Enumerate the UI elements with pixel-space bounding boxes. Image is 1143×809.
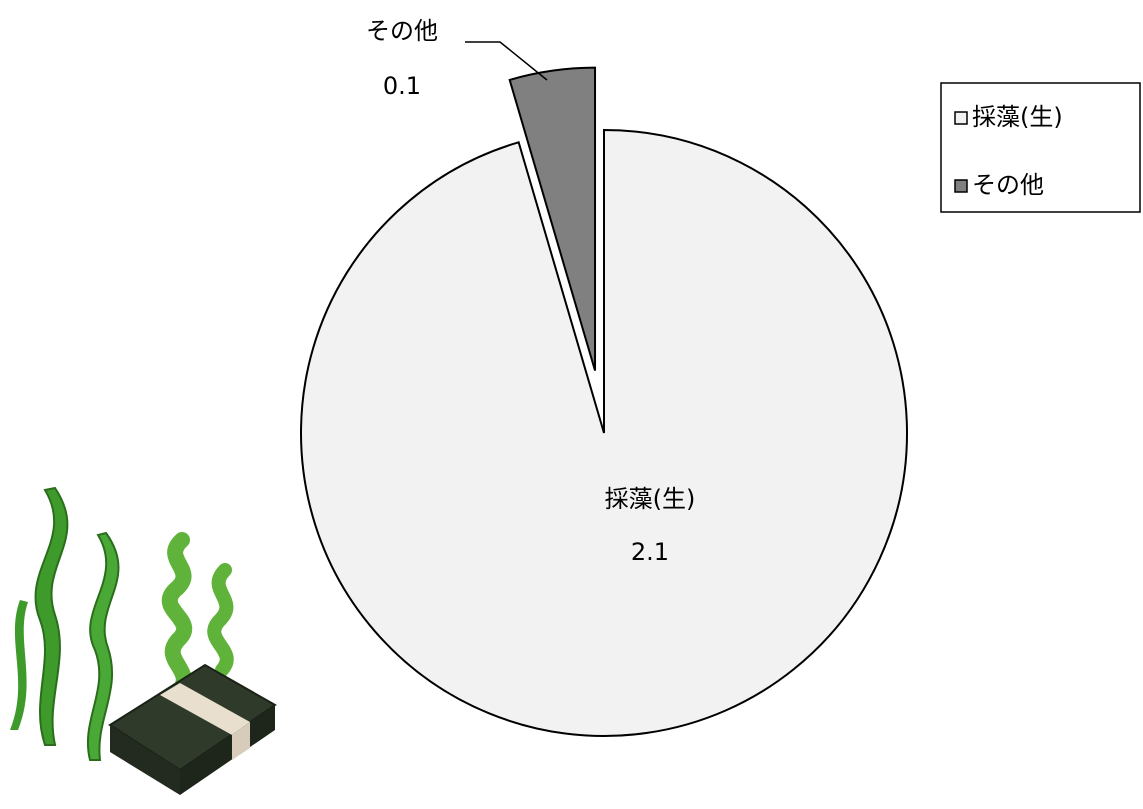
- legend-label: 採藻(生): [972, 103, 1063, 131]
- legend-label: その他: [972, 171, 1044, 199]
- data-label-value: 2.1: [631, 538, 669, 566]
- legend-swatch: [954, 179, 968, 193]
- pie-slice: [300, 128, 909, 737]
- seaweed-illustration: [10, 486, 277, 795]
- data-label-value: 0.1: [383, 72, 421, 100]
- data-label-name: その他: [366, 17, 438, 45]
- pie: [300, 66, 909, 737]
- pie-slice: [508, 66, 597, 371]
- legend: [940, 82, 1141, 213]
- legend-swatch: [954, 111, 968, 125]
- data-label-name: 採藻(生): [605, 485, 696, 513]
- leader-line: [465, 41, 548, 81]
